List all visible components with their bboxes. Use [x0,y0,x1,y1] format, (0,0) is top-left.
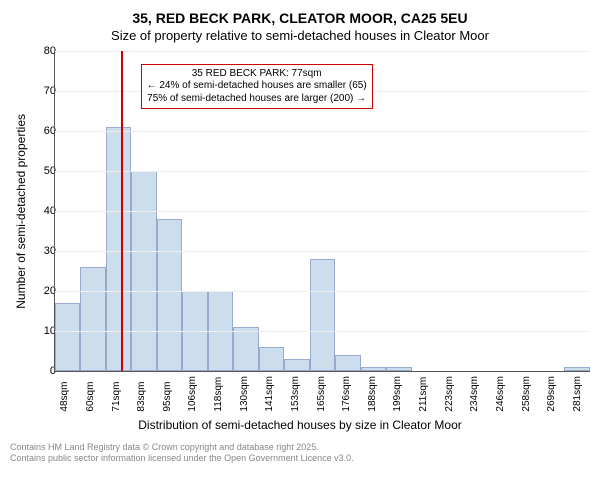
x-tick-slot: 48sqm [52,372,78,412]
x-tick-label: 141sqm [264,376,275,412]
annotation-line2: ← 24% of semi-detached houses are smalle… [147,80,367,93]
plot-area: 35 RED BECK PARK: 77sqm ← 24% of semi-de… [54,51,590,372]
x-tick-label: 83sqm [136,376,147,412]
bar [233,327,258,371]
plot-row: Number of semi-detached properties 01020… [10,51,590,372]
y-tick: 80 [30,45,56,57]
x-tick-slot: 60sqm [78,372,104,412]
bar [80,267,105,371]
bar [106,127,131,371]
property-marker-line [121,51,123,371]
bar [335,355,360,371]
x-tick-slot: 211sqm [411,372,437,412]
y-axis-label: Number of semi-detached properties [10,114,28,309]
x-tick-label: 118sqm [213,376,224,412]
x-tick-label: 258sqm [521,376,532,412]
y-tick: 20 [30,285,56,297]
y-axis-ticks: 01020304050607080 [28,51,54,371]
bar [157,219,182,371]
x-tick-slot: 106sqm [180,372,206,412]
x-axis-label: Distribution of semi-detached houses by … [10,418,590,432]
x-tick-label: 71sqm [111,376,122,412]
x-tick-label: 199sqm [392,376,403,412]
bar [564,367,589,371]
bar [259,347,284,371]
annotation-line3: 75% of semi-detached houses are larger (… [147,93,367,106]
x-tick-slot: 281sqm [565,372,591,412]
y-tick: 10 [30,325,56,337]
bar [310,259,335,371]
gridline [55,171,590,172]
x-tick-label: 106sqm [187,376,198,412]
y-tick: 40 [30,205,56,217]
x-tick-label: 269sqm [546,376,557,412]
x-tick-slot: 95sqm [155,372,181,412]
x-tick-label: 188sqm [367,376,378,412]
x-tick-label: 48sqm [59,376,70,412]
y-tick: 60 [30,125,56,137]
gridline [55,251,590,252]
x-tick-slot: 153sqm [283,372,309,412]
x-tick-slot: 176sqm [334,372,360,412]
x-tick-slot: 234sqm [462,372,488,412]
x-tick-label: 234sqm [469,376,480,412]
footer: Contains HM Land Registry data © Crown c… [10,442,590,465]
gridline [55,51,590,52]
gridline [55,131,590,132]
x-tick-slot: 188sqm [360,372,386,412]
x-tick-label: 281sqm [572,376,583,412]
y-tick: 30 [30,245,56,257]
x-tick-label: 165sqm [316,376,327,412]
bar [55,303,80,371]
gridline [55,331,590,332]
x-axis-ticks: 48sqm 60sqm 71sqm 83sqm 95sqm 106sqm 118sqm 130… [52,372,590,412]
x-tick-label: 130sqm [239,376,250,412]
bar [131,171,156,371]
x-tick-label: 223sqm [444,376,455,412]
y-tick: 0 [30,365,56,377]
annotation-line1: 35 RED BECK PARK: 77sqm [147,68,367,81]
footer-line1: Contains HM Land Registry data © Crown c… [10,442,590,454]
chart-subtitle: Size of property relative to semi-detach… [10,28,590,43]
annotation-box: 35 RED BECK PARK: 77sqm ← 24% of semi-de… [141,64,373,110]
x-tick-slot: 130sqm [231,372,257,412]
x-tick-slot: 269sqm [539,372,565,412]
bar [284,359,309,371]
x-tick-slot: 223sqm [436,372,462,412]
x-tick-slot: 141sqm [257,372,283,412]
x-tick-label: 211sqm [418,376,429,412]
y-tick: 70 [30,85,56,97]
x-tick-slot: 199sqm [385,372,411,412]
x-tick-label: 176sqm [341,376,352,412]
gridline [55,291,590,292]
x-tick-slot: 165sqm [308,372,334,412]
footer-line2: Contains public sector information licen… [10,453,590,465]
x-tick-slot: 71sqm [103,372,129,412]
gridline [55,211,590,212]
x-tick-slot: 246sqm [488,372,514,412]
x-tick-label: 60sqm [85,376,96,412]
x-tick-label: 246sqm [495,376,506,412]
bar [386,367,411,371]
x-tick-slot: 258sqm [513,372,539,412]
x-tick-label: 153sqm [290,376,301,412]
bar [361,367,386,371]
y-tick: 50 [30,165,56,177]
x-tick-slot: 118sqm [206,372,232,412]
chart-title: 35, RED BECK PARK, CLEATOR MOOR, CA25 5E… [10,10,590,26]
x-tick-label: 95sqm [162,376,173,412]
histogram-chart: 35, RED BECK PARK, CLEATOR MOOR, CA25 5E… [10,10,590,465]
x-tick-slot: 83sqm [129,372,155,412]
